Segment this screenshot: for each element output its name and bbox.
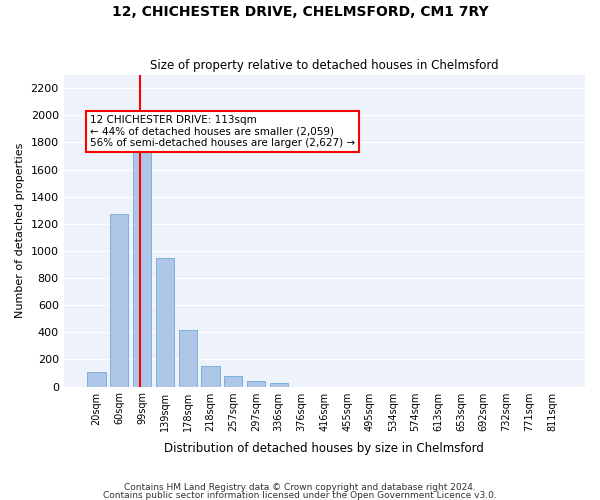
Bar: [224, 376, 242, 386]
Bar: [179, 330, 197, 386]
Bar: [156, 258, 174, 386]
Bar: [269, 383, 288, 386]
Bar: [110, 214, 128, 386]
X-axis label: Distribution of detached houses by size in Chelmsford: Distribution of detached houses by size …: [164, 442, 484, 455]
Text: Contains HM Land Registry data © Crown copyright and database right 2024.: Contains HM Land Registry data © Crown c…: [124, 483, 476, 492]
Bar: [88, 372, 106, 386]
Bar: [201, 366, 220, 386]
Y-axis label: Number of detached properties: Number of detached properties: [15, 143, 25, 318]
Text: Contains public sector information licensed under the Open Government Licence v3: Contains public sector information licen…: [103, 490, 497, 500]
Title: Size of property relative to detached houses in Chelmsford: Size of property relative to detached ho…: [150, 59, 499, 72]
Text: 12 CHICHESTER DRIVE: 113sqm
← 44% of detached houses are smaller (2,059)
56% of : 12 CHICHESTER DRIVE: 113sqm ← 44% of det…: [90, 115, 355, 148]
Bar: [247, 381, 265, 386]
Text: 12, CHICHESTER DRIVE, CHELMSFORD, CM1 7RY: 12, CHICHESTER DRIVE, CHELMSFORD, CM1 7R…: [112, 5, 488, 19]
Bar: [133, 152, 151, 386]
